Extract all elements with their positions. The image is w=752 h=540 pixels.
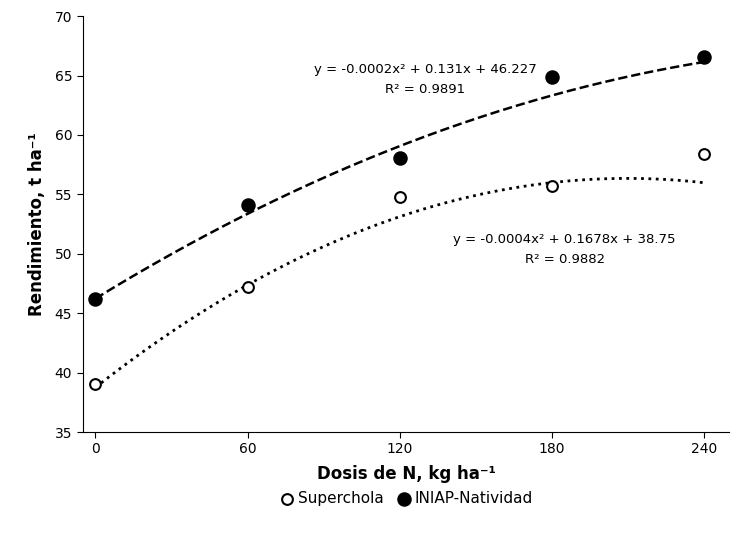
Text: R² = 0.9882: R² = 0.9882 [525, 253, 605, 266]
X-axis label: Dosis de N, kg ha⁻¹: Dosis de N, kg ha⁻¹ [317, 465, 496, 483]
Superchola [394, 192, 406, 201]
Superchola [698, 150, 710, 158]
Text: y = -0.0002x² + 0.131x + 46.227: y = -0.0002x² + 0.131x + 46.227 [314, 63, 536, 76]
INIAP-Natividad [241, 201, 253, 210]
Legend: Superchola, INIAP-Natividad: Superchola, INIAP-Natividad [274, 484, 538, 512]
Text: y = -0.0004x² + 0.1678x + 38.75: y = -0.0004x² + 0.1678x + 38.75 [453, 233, 676, 246]
INIAP-Natividad [698, 52, 710, 61]
INIAP-Natividad [394, 153, 406, 162]
INIAP-Natividad [546, 72, 558, 81]
Y-axis label: Rendimiento, t ha⁻¹: Rendimiento, t ha⁻¹ [29, 132, 47, 316]
Superchola [89, 380, 102, 389]
INIAP-Natividad [89, 295, 102, 303]
Text: R² = 0.9891: R² = 0.9891 [385, 83, 465, 96]
Superchola [241, 283, 253, 292]
Superchola [546, 182, 558, 191]
